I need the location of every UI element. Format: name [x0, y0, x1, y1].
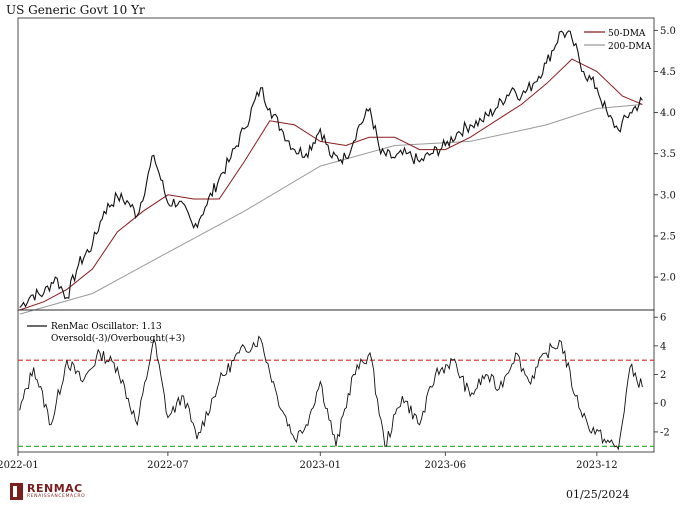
oscillator-y-tick-label: 0: [660, 399, 666, 410]
oscillator-y-tick-label: -2: [660, 427, 670, 438]
legend-label-200dma: 200-DMA: [608, 42, 652, 52]
price-y-tick-label: 2.0: [660, 273, 676, 284]
legend-label-oscillator: RenMac Oscillator: 1.13: [51, 322, 162, 332]
price-y-tick-label: 5.0: [660, 26, 676, 37]
oscillator-line: [19, 335, 643, 451]
logo-tagline: RENAISSANCEMACRO: [27, 494, 86, 499]
dma200-line: [19, 103, 643, 315]
footer-date: 01/25/2024: [566, 488, 630, 501]
price-line: [19, 30, 643, 308]
dma50-line: [19, 58, 643, 311]
logo-mark-icon: [10, 483, 23, 500]
price-panel-frame: [17, 17, 655, 311]
x-tick-label: 2022-01: [0, 460, 39, 471]
logo-name: RENMAC: [27, 482, 83, 495]
x-tick-label: 2022-07: [147, 460, 189, 471]
price-y-tick-label: 3.5: [660, 149, 676, 160]
x-tick-label: 2023-01: [299, 460, 341, 471]
price-y-tick-label: 2.5: [660, 231, 676, 242]
oscillator-panel-frame: [17, 309, 655, 453]
oscillator-y-tick-label: 4: [660, 341, 666, 352]
price-y-tick-label: 3.0: [660, 190, 676, 201]
legend-label-oscillator-note: Oversold(-3)/Overbought(+3): [51, 333, 185, 344]
x-tick-label: 2023-06: [425, 460, 467, 471]
oscillator-y-tick-label: 2: [660, 370, 666, 381]
legend-label-50dma: 50-DMA: [608, 29, 646, 39]
price-legend: 50-DMA 200-DMA: [584, 29, 652, 52]
x-tick-label: 2023-12: [576, 460, 618, 471]
chart-title: US Generic Govt 10 Yr: [6, 3, 145, 17]
oscillator-legend: RenMac Oscillator: 1.13 Oversold(-3)/Ove…: [27, 322, 185, 344]
oscillator-y-tick-label: 6: [660, 313, 666, 324]
price-y-tick-label: 4.0: [660, 108, 676, 119]
price-y-tick-label: 4.5: [660, 67, 676, 78]
oscillator-panel: -2 0 2 4 6: [17, 309, 670, 453]
x-axis: 2022-01 2022-07 2023-01 2023-06 2023-12: [0, 452, 618, 471]
price-panel: 2.0 2.5 3.0 3.5 4.0 4.5 5.0: [17, 17, 676, 315]
